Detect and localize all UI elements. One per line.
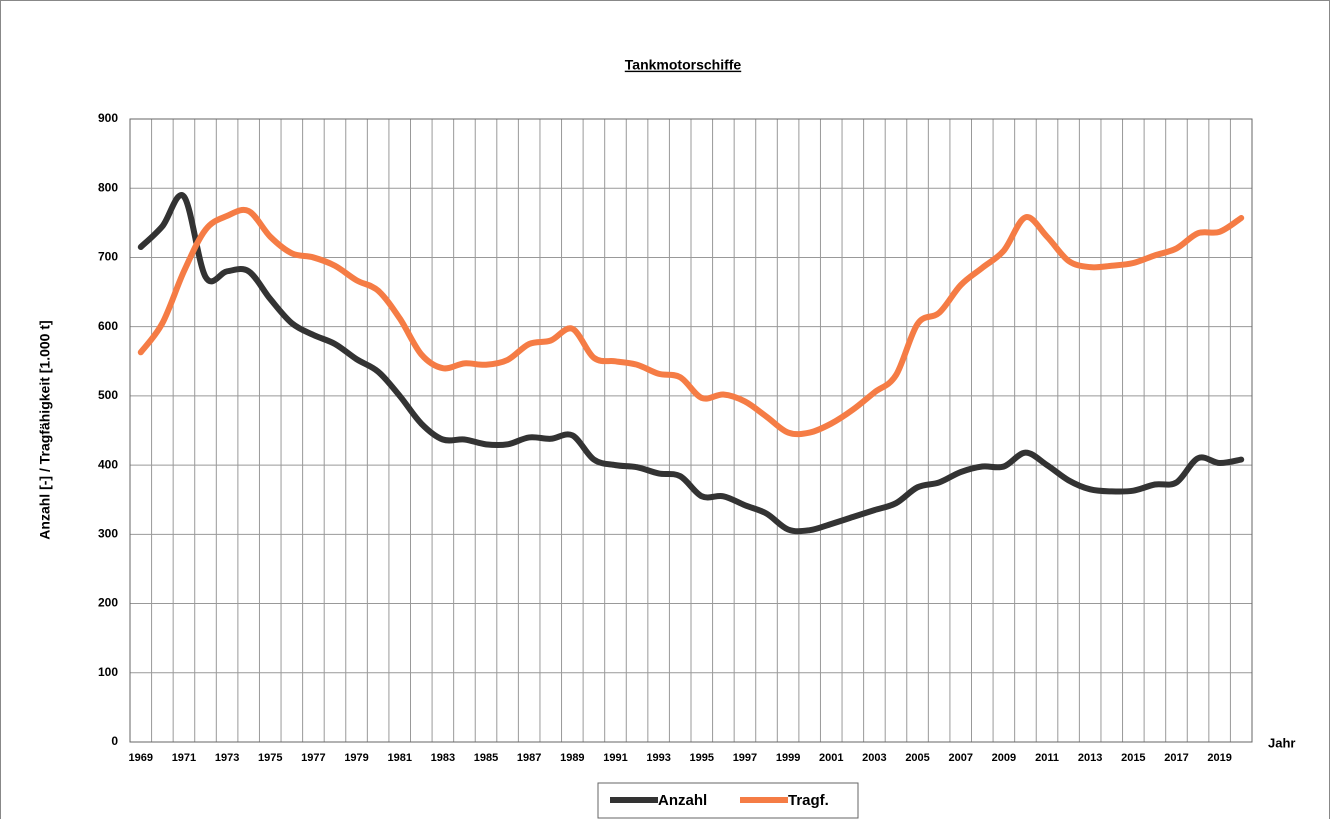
x-tick-label: 1985 [474, 752, 498, 764]
y-tick-label: 300 [98, 527, 118, 541]
plot-border [129, 118, 1253, 743]
chart-title: Tankmotorschiffe [625, 57, 742, 73]
x-tick-label: 1975 [258, 752, 282, 764]
y-tick-label: 0 [111, 734, 118, 748]
x-tick-label: 2013 [1078, 752, 1102, 764]
x-tick-label: 1999 [776, 752, 800, 764]
y-axis-label: Anzahl [-] / Tragfähigkeit [1.000 t] [37, 320, 53, 539]
x-tick-label: 1977 [301, 752, 325, 764]
y-tick-label: 200 [98, 596, 118, 610]
y-tick-label: 100 [98, 665, 118, 679]
y-tick-label: 400 [98, 457, 118, 471]
x-tick-label: 1993 [646, 752, 670, 764]
y-tick-label: 900 [98, 111, 118, 125]
y-tick-label: 700 [98, 250, 118, 264]
x-axis-label: Jahr [1268, 735, 1295, 750]
y-tick-label: 600 [98, 319, 118, 333]
x-tick-label: 1969 [129, 752, 153, 764]
x-tick-label: 2015 [1121, 752, 1145, 764]
x-tick-label: 2009 [992, 752, 1016, 764]
y-tick-label: 800 [98, 180, 118, 194]
x-tick-label: 1991 [603, 752, 627, 764]
x-tick-label: 1989 [560, 752, 584, 764]
x-tick-label: 2003 [862, 752, 886, 764]
x-tick-label: 1987 [517, 752, 541, 764]
x-tick-label: 2007 [948, 752, 972, 764]
x-tick-label: 1983 [431, 752, 455, 764]
x-tick-label: 1973 [215, 752, 239, 764]
x-tick-label: 2001 [819, 752, 843, 764]
data-line [137, 206, 1245, 438]
y-tick-label: 500 [98, 388, 118, 402]
legend-label: Tragf. [788, 792, 829, 809]
x-tick-label: 2019 [1207, 752, 1231, 764]
x-tick-label: 1997 [733, 752, 757, 764]
x-tick-label: 2011 [1035, 752, 1059, 764]
x-tick-label: 1979 [344, 752, 368, 764]
data-line [137, 192, 1245, 535]
legend-label: Anzahl [658, 792, 707, 809]
x-tick-label: 2005 [905, 752, 929, 764]
x-tick-label: 1971 [172, 752, 196, 764]
x-tick-label: 1995 [690, 752, 714, 764]
x-tick-label: 2017 [1164, 752, 1188, 764]
x-tick-label: 1981 [387, 752, 411, 764]
